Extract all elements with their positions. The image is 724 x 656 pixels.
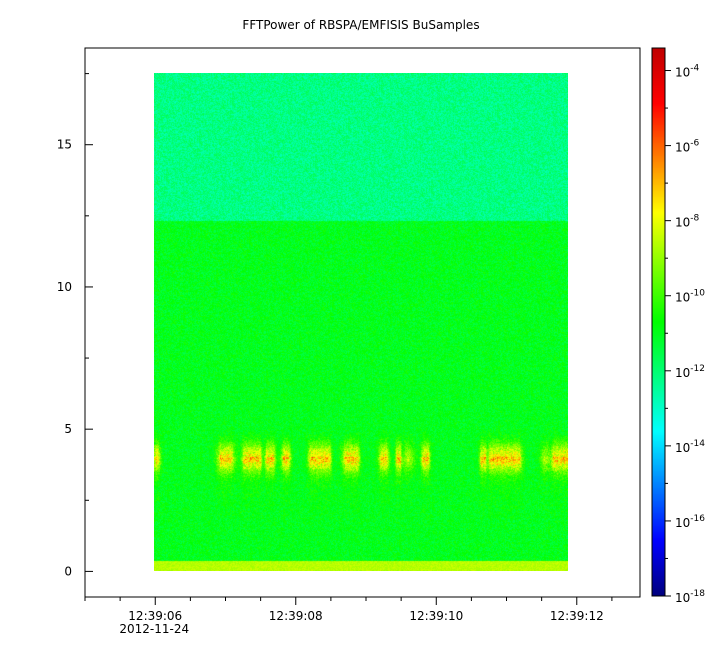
x-tick-label: 12:39:12 — [550, 609, 604, 623]
x-tick-label: 12:39:08 — [269, 609, 323, 623]
y-tick-label: 5 — [64, 422, 72, 436]
colorbar-wrapper — [652, 48, 665, 596]
x-tick-date-label: 2012-11-24 — [119, 622, 189, 636]
colorbar-tick-label: 10-8 — [675, 214, 700, 230]
colorbar-axis: 10-4 10-6 10-8 10-10 10-12 10-14 10-16 10-18 — [665, 64, 705, 605]
colorbar-tick-label: 10-6 — [675, 139, 700, 155]
colorbar-tick-label: 10-12 — [675, 364, 705, 380]
chart-title: FFTPower of RBSPA/EMFISIS BuSamples — [242, 18, 479, 32]
y-tick-label: 10 — [57, 280, 72, 294]
colorbar-gradient — [652, 48, 665, 596]
colorbar-tick-label: 10-18 — [675, 589, 705, 605]
spectrogram-image — [154, 73, 568, 571]
x-tick-label: 12:39:10 — [409, 609, 463, 623]
colorbar-tick-label: 10-10 — [675, 289, 705, 305]
y-tick-label: 15 — [57, 138, 72, 152]
colorbar-tick-label: 10-4 — [675, 64, 700, 80]
colorbar-tick-label: 10-16 — [675, 514, 705, 530]
spectrogram-image-wrapper — [154, 73, 568, 571]
colorbar-frame — [651, 47, 666, 597]
y-tick-label: 0 — [64, 564, 72, 578]
colorbar-tick-label: 10-14 — [675, 439, 705, 455]
x-tick-label: 12:39:06 — [128, 609, 182, 623]
y-axis: 0 5 10 15 — [57, 73, 93, 578]
